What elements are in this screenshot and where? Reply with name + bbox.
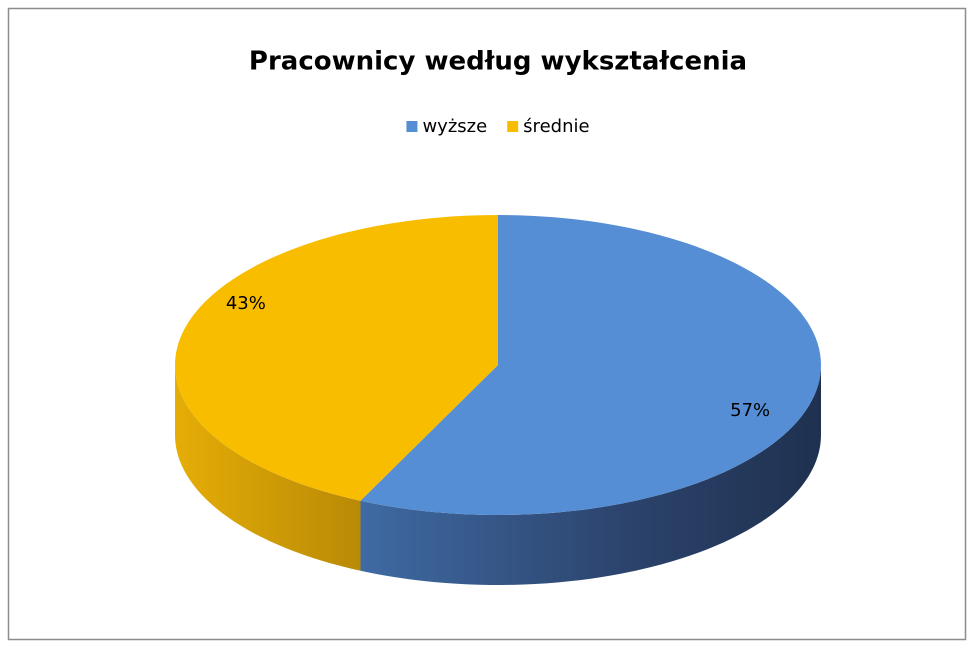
data-label: 43% (226, 293, 266, 314)
slice (360, 215, 821, 515)
slice (175, 215, 499, 501)
legend-swatch (406, 121, 418, 132)
chart-title: Pracownicy według wykształcenia (249, 47, 747, 77)
slice-side (175, 365, 361, 571)
legend: wyższe średnie (406, 116, 590, 137)
slice-side (360, 365, 821, 585)
legend-label: wyższe (422, 116, 487, 137)
data-label: 57% (730, 400, 770, 421)
legend-label: średnie (523, 116, 589, 137)
legend-swatch (507, 121, 519, 132)
